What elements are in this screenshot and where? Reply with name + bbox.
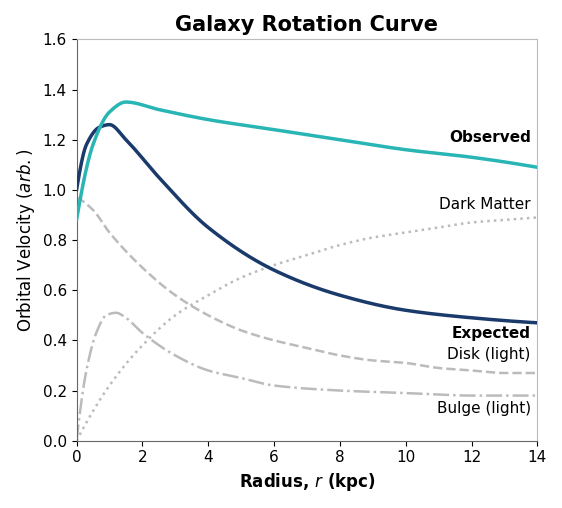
Text: Observed: Observed bbox=[449, 130, 531, 145]
Text: Bulge (light): Bulge (light) bbox=[437, 401, 531, 416]
X-axis label: Radius, $r$ (kpc): Radius, $r$ (kpc) bbox=[239, 471, 375, 493]
Text: Disk (light): Disk (light) bbox=[447, 347, 531, 362]
Text: Dark Matter: Dark Matter bbox=[439, 197, 531, 212]
Title: Galaxy Rotation Curve: Galaxy Rotation Curve bbox=[175, 15, 438, 35]
Y-axis label: Orbital Velocity ($arb.$): Orbital Velocity ($arb.$) bbox=[15, 148, 37, 332]
Text: Expected: Expected bbox=[452, 326, 531, 341]
